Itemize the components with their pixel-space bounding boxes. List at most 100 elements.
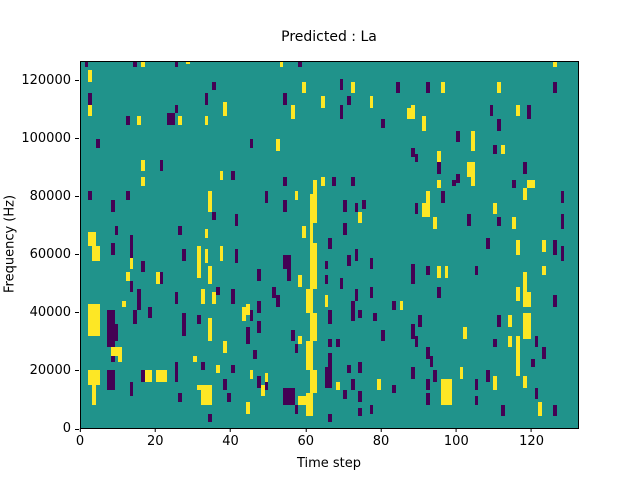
heatmap-cell: [523, 188, 527, 200]
x-tick-label: 40: [222, 434, 239, 449]
y-tick-label: 40000: [29, 304, 71, 320]
heatmap-cell: [358, 407, 363, 417]
heatmap-cell: [328, 237, 333, 250]
heatmap-cell: [542, 347, 546, 359]
heatmap-cell: [515, 286, 520, 301]
heatmap-cell: [437, 266, 441, 278]
heatmap-cell: [110, 200, 115, 212]
heatmap-cell: [159, 272, 164, 284]
heatmap-cell: [275, 139, 280, 151]
x-tick: 120: [519, 428, 544, 449]
heatmap-cell: [369, 286, 374, 299]
heatmap-cell: [425, 81, 430, 94]
heatmap-cell: [309, 194, 318, 224]
heatmap-cell: [527, 104, 531, 120]
heatmap-cell: [508, 315, 513, 327]
heatmap-cell: [129, 381, 134, 397]
heatmap-cell: [249, 139, 254, 149]
heatmap-cell: [122, 301, 126, 307]
heatmap-cell: [204, 228, 209, 238]
heatmap-cell: [167, 113, 175, 125]
heatmap-cell: [298, 275, 303, 287]
heatmap-cell: [553, 295, 557, 307]
heatmap-cell: [440, 81, 445, 94]
heatmap-cell: [523, 312, 531, 339]
heatmap-cell: [358, 390, 363, 403]
heatmap-cell: [500, 404, 505, 417]
heatmap-cell: [410, 263, 415, 276]
heatmap-cell: [560, 246, 565, 261]
heatmap-cell: [283, 93, 288, 105]
heatmap-cell: [425, 378, 430, 391]
heatmap-cell: [219, 246, 224, 261]
heatmap-cell: [553, 240, 557, 255]
heatmap-cell: [208, 413, 213, 423]
heatmap-cell: [407, 107, 411, 120]
heatmap-cell: [463, 327, 468, 339]
heatmap-cell: [294, 404, 299, 414]
heatmap-cell: [264, 373, 269, 382]
heatmap-cell: [470, 176, 475, 186]
heatmap-cell: [245, 326, 250, 345]
heatmap-cell: [350, 301, 355, 322]
heatmap-cell: [309, 266, 318, 290]
heatmap-cell: [437, 179, 441, 189]
y-tick-label: 20000: [29, 362, 71, 378]
heatmap-cell: [242, 306, 246, 322]
heatmap-cell: [343, 200, 348, 212]
heatmap-cell: [129, 257, 134, 270]
heatmap-cell: [335, 338, 340, 348]
heatmap-cell: [350, 378, 355, 391]
heatmap-cell: [324, 367, 333, 388]
heatmap-plot-area: [80, 61, 579, 429]
x-tick: 40: [222, 428, 239, 449]
heatmap-cell: [88, 93, 93, 105]
heatmap-cell: [197, 315, 201, 325]
heatmap-cell: [212, 211, 216, 221]
heatmap-cell: [523, 376, 527, 388]
y-tick-mark: [75, 312, 79, 314]
heatmap-cell: [84, 62, 89, 68]
heatmap-cell: [197, 263, 201, 278]
heatmap-cell: [358, 211, 363, 224]
heatmap-cell: [493, 338, 498, 348]
heatmap-cell: [414, 202, 419, 215]
y-tick-mark: [75, 428, 79, 430]
y-tick-label: 120000: [21, 72, 71, 88]
heatmap-cell: [553, 404, 557, 417]
heatmap-cell: [313, 179, 318, 195]
heatmap-cell: [497, 217, 501, 226]
heatmap-cell: [264, 191, 269, 203]
heatmap-cell: [110, 243, 115, 255]
heatmap-cell: [422, 202, 430, 218]
heatmap-cell: [354, 202, 359, 212]
heatmap-cell: [508, 335, 513, 348]
heatmap-cell: [437, 150, 441, 163]
heatmap-cell: [425, 347, 430, 359]
heatmap-cell: [339, 277, 344, 290]
x-tick-label: 80: [372, 434, 390, 449]
heatmap-cell: [335, 381, 340, 391]
heatmap-cell: [354, 289, 359, 301]
heatmap-cell: [234, 214, 239, 226]
heatmap-cell: [287, 269, 291, 281]
heatmap-cell: [197, 384, 201, 391]
heatmap-cell: [433, 370, 438, 382]
heatmap-cell: [392, 301, 396, 310]
heatmap-cell: [290, 104, 295, 120]
heatmap-cell: [178, 225, 183, 235]
heatmap-cell: [425, 191, 430, 203]
heatmap-cell: [350, 81, 355, 94]
y-tick-mark: [75, 254, 79, 256]
heatmap-cell: [497, 315, 501, 327]
heatmap-cell: [309, 312, 318, 342]
heatmap-cell: [542, 266, 546, 276]
heatmap-cell: [230, 364, 235, 374]
heatmap-cell: [339, 78, 344, 91]
heatmap-cell: [309, 243, 318, 267]
heatmap-cell: [523, 272, 527, 299]
heatmap-cell: [362, 199, 366, 209]
heatmap-cell: [414, 335, 419, 348]
heatmap-cell: [534, 335, 539, 348]
heatmap-cell: [215, 364, 220, 374]
